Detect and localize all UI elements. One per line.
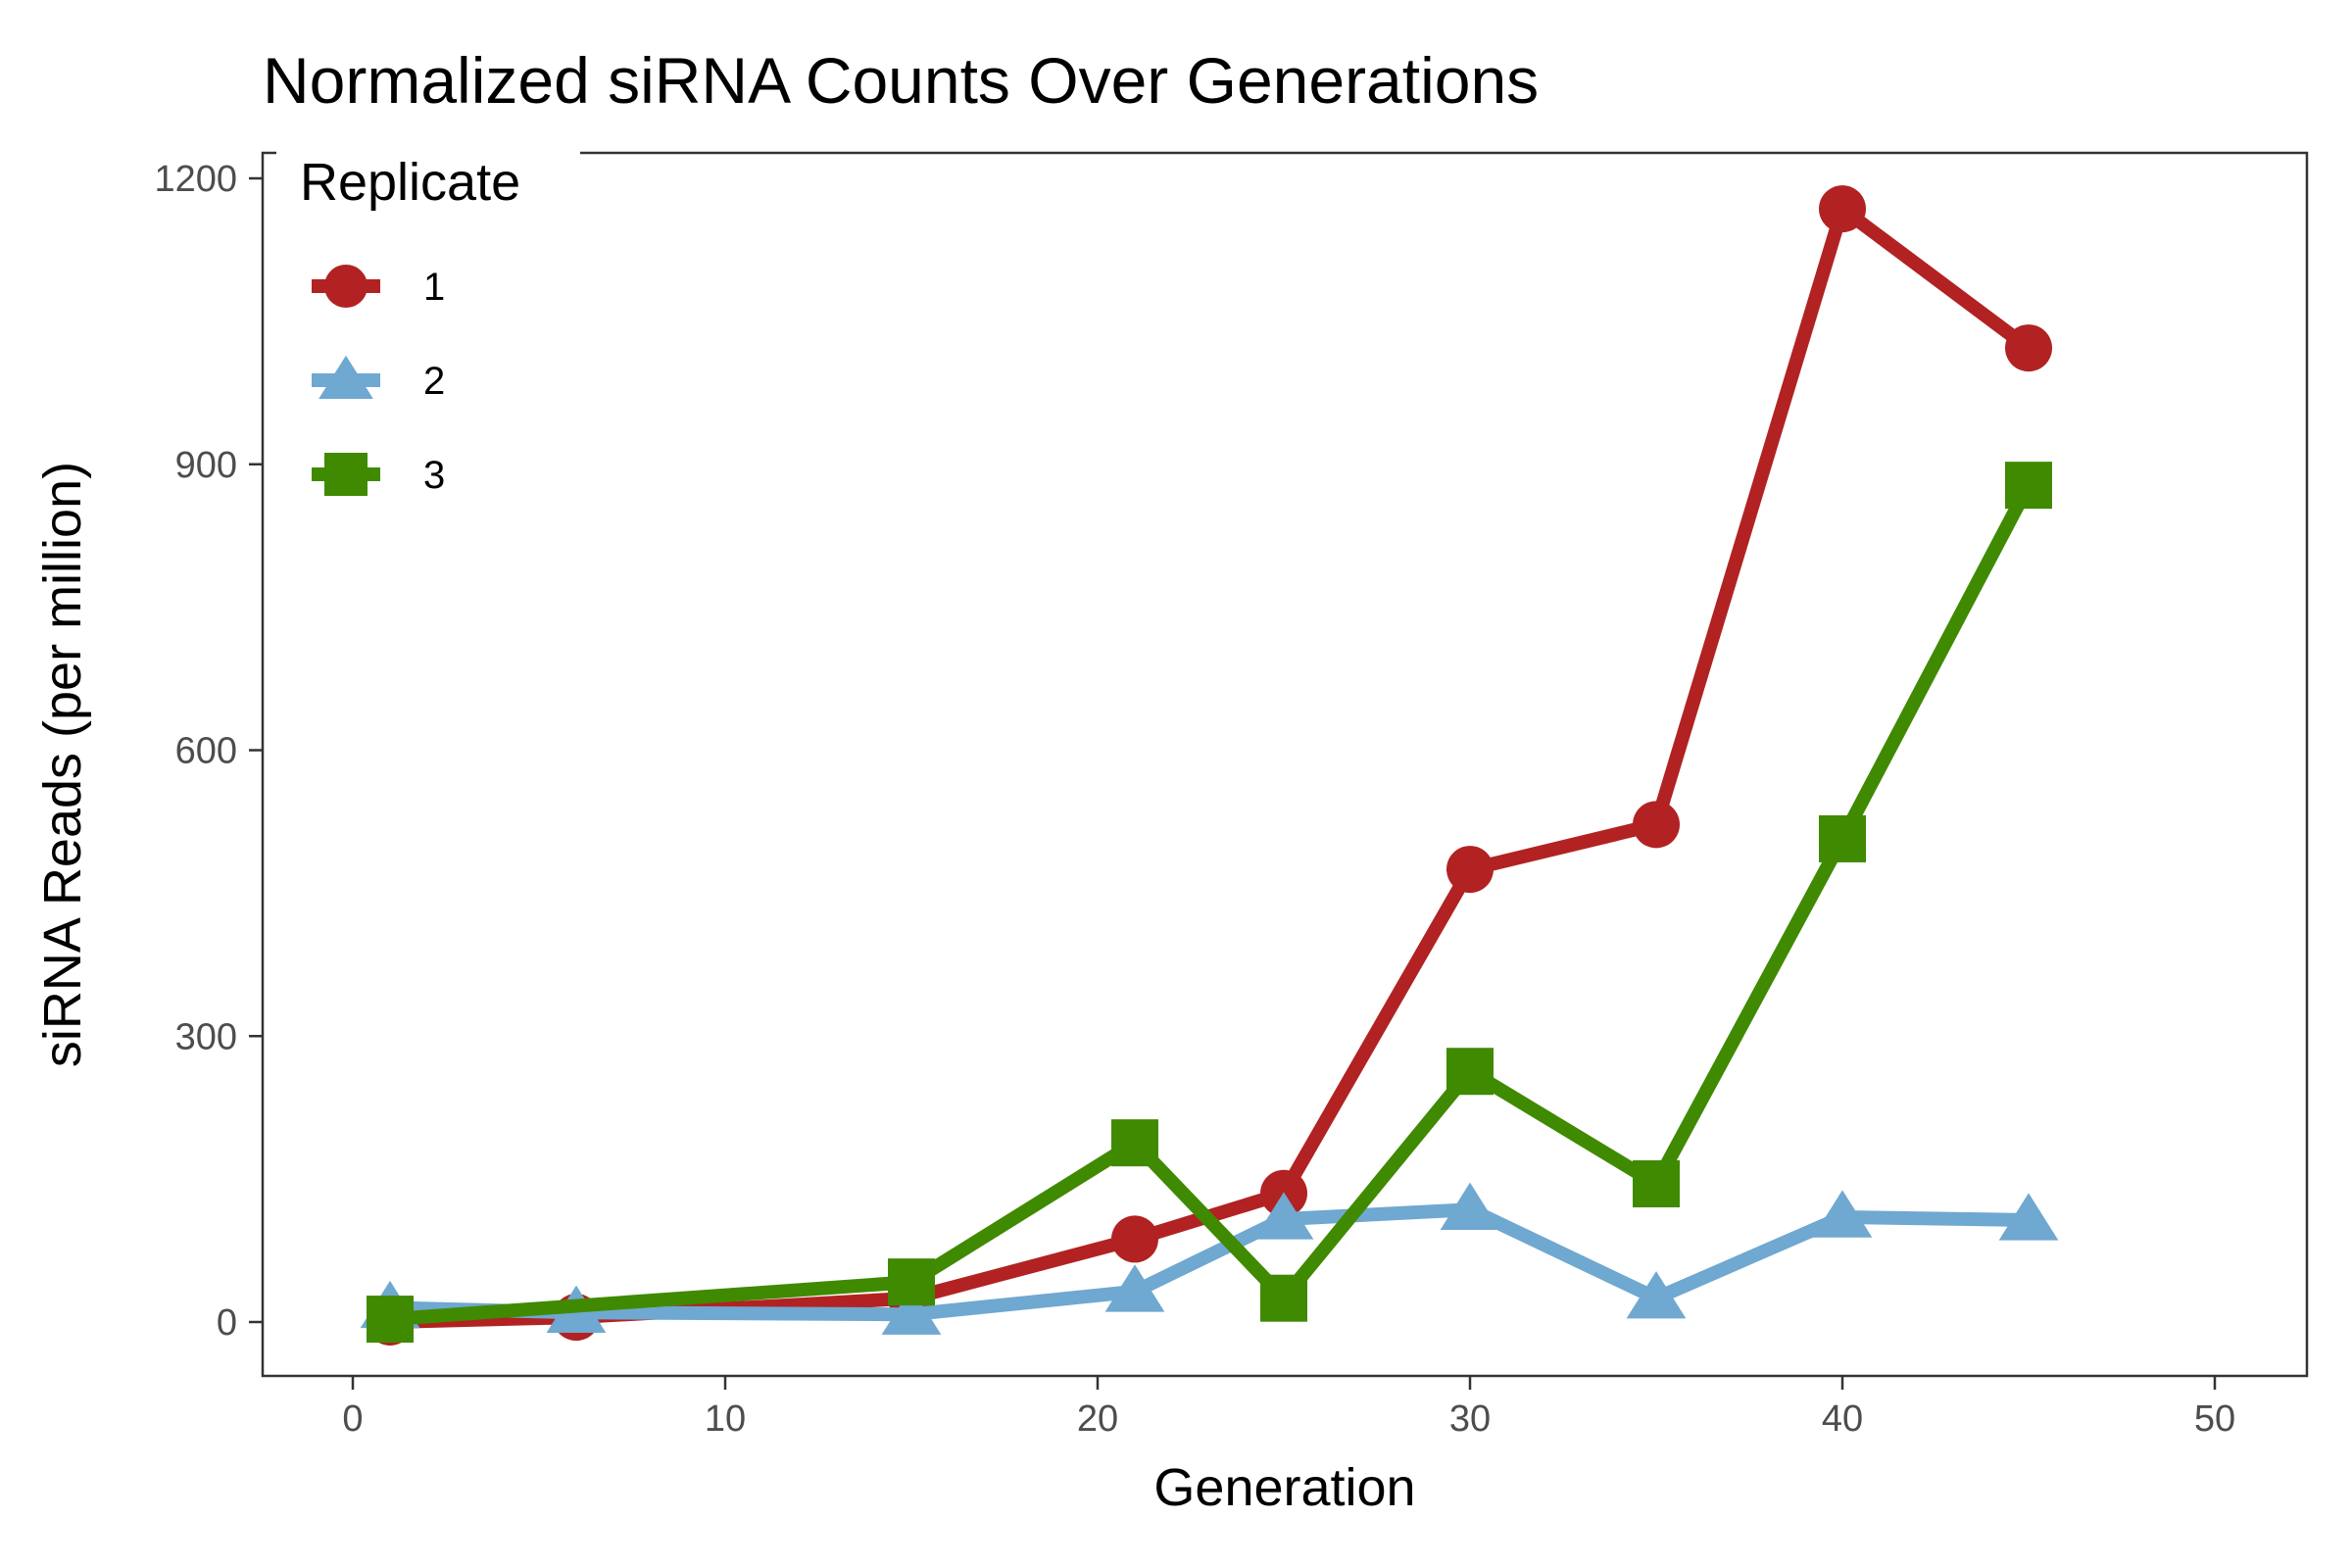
chart-title: Normalized siRNA Counts Over Generations <box>263 44 1539 117</box>
x-tick-label: 20 <box>1077 1398 1118 1440</box>
y-tick-label: 1200 <box>154 159 237 200</box>
y-axis-title: siRNA Reads (per million) <box>33 462 92 1067</box>
data-point <box>881 1287 942 1335</box>
data-point <box>1819 185 1866 233</box>
x-tick-label: 10 <box>705 1398 746 1440</box>
y-tick-label: 900 <box>175 445 237 486</box>
x-axis-title: Generation <box>1153 1458 1415 1517</box>
x-tick-label: 30 <box>1449 1398 1491 1440</box>
series-line <box>383 478 2035 1327</box>
series-1 <box>367 185 2052 1346</box>
legend-background <box>276 143 580 506</box>
legend-label: 1 <box>423 266 445 309</box>
series-3 <box>367 462 2052 1344</box>
x-tick-label: 50 <box>2194 1398 2235 1440</box>
legend-title: Replicate <box>300 153 520 212</box>
data-point <box>1633 801 1680 849</box>
data-point <box>1111 1119 1158 1167</box>
data-point <box>1440 1182 1500 1230</box>
data-point <box>1111 1215 1158 1263</box>
legend-items: 1 2 3 <box>312 265 445 497</box>
data-point <box>1812 1190 1873 1238</box>
legend-marker <box>318 355 373 399</box>
series-2 <box>360 1182 2059 1335</box>
x-tick-label: 0 <box>342 1398 363 1440</box>
legend-label: 3 <box>423 454 445 497</box>
legend-label: 2 <box>423 360 445 403</box>
plot-panel <box>261 151 2309 1378</box>
legend-item: 2 <box>312 355 445 403</box>
data-point <box>1819 814 1866 862</box>
legend-item: 1 <box>312 265 445 309</box>
legend-item: 3 <box>312 453 445 497</box>
y-tick-label: 300 <box>175 1016 237 1057</box>
legend: Replicate 1 2 3 <box>276 143 580 506</box>
legend-marker <box>324 453 368 496</box>
x-axis: 0 10 20 30 40 50 <box>342 1376 2235 1440</box>
legend-marker <box>324 265 368 308</box>
y-tick-label: 600 <box>175 731 237 772</box>
series-layer <box>360 185 2059 1346</box>
data-point <box>1104 1264 1165 1312</box>
data-point <box>1446 846 1494 894</box>
y-axis: 0 300 600 900 1200 <box>154 159 263 1344</box>
data-point <box>1633 1159 1680 1207</box>
data-point <box>1446 1048 1494 1096</box>
data-point <box>1626 1271 1687 1319</box>
x-tick-label: 40 <box>1822 1398 1863 1440</box>
data-point <box>367 1296 414 1344</box>
series-line <box>383 202 2035 1329</box>
data-point <box>2005 324 2052 372</box>
data-point <box>1253 1192 1314 1240</box>
data-point <box>888 1258 935 1306</box>
data-point <box>2005 462 2052 510</box>
data-point <box>1998 1193 2059 1241</box>
y-tick-label: 0 <box>217 1302 237 1344</box>
data-point <box>1260 1274 1307 1322</box>
